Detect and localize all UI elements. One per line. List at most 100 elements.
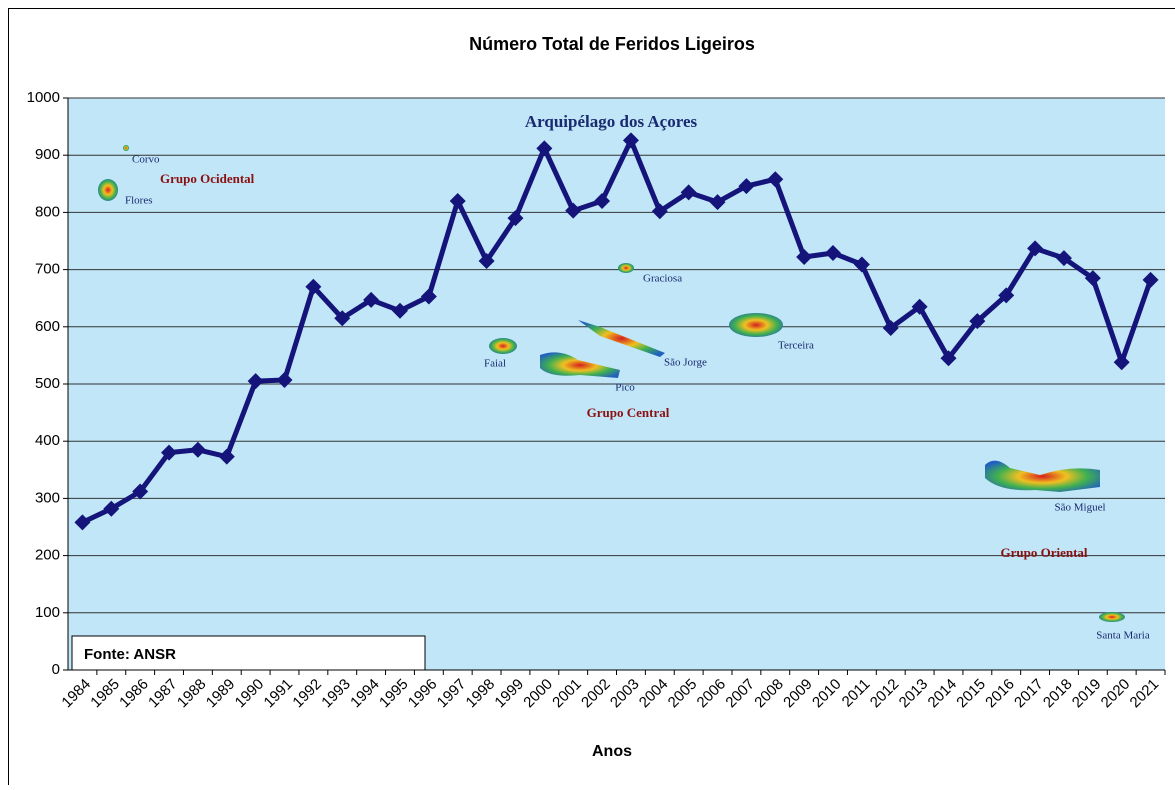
map-group: Grupo Ocidental [160,171,255,186]
y-tick-label: 600 [35,318,60,335]
x-tick-label: 2014 [925,676,961,712]
map-label: Faial [484,358,506,370]
marker [536,140,553,157]
source: Fonte: ANSR [84,646,176,663]
y-tick-label: 1000 [27,89,60,106]
x-tick-label: 2007 [722,676,758,712]
grid [68,97,1165,614]
x-tick-label: 2012 [867,676,903,712]
y-tick-label: 200 [35,547,60,564]
x-tick-label: 2000 [520,676,556,712]
map-group: Grupo Oriental [1000,545,1087,560]
y-tick-label: 500 [35,375,60,392]
x-tick-label: 1987 [145,676,181,712]
y-tick-label: 0 [52,661,60,678]
island [578,320,665,357]
x-tick-label: 1999 [491,676,527,712]
marker [565,202,582,219]
x-tick-label: 1989 [203,676,239,712]
x-tick-label: 2003 [607,676,643,712]
x-tick-label: 1996 [405,676,441,712]
x-tick-label: 1990 [232,676,268,712]
marker [825,245,842,262]
marker [247,373,264,390]
y-tick-label: 700 [35,261,60,278]
x-tick-label: 1991 [261,676,297,712]
x-tick-label: 2019 [1069,676,1105,712]
marker [305,278,322,295]
x-tick-label: 2015 [953,676,989,712]
marker [738,178,755,195]
x-tick-label: 1985 [87,676,123,712]
marker [1142,271,1159,288]
marker [651,203,668,220]
map-label: Flores [125,195,153,207]
marker [911,298,928,315]
marker [449,192,466,209]
x-tick-label: 1988 [174,676,210,712]
map-label: São Jorge [664,357,707,369]
map-label: Terceira [778,340,814,352]
island [540,352,620,378]
x-tick-label: 2004 [636,676,672,712]
island [489,338,517,354]
marker [161,444,178,461]
map-label: Graciosa [643,273,682,285]
marker [940,350,957,367]
marker [767,171,784,188]
marker [594,192,611,209]
x-tick-label: 1998 [463,676,499,712]
x-tick-label: 2020 [1098,676,1134,712]
marker [103,500,120,517]
island [985,460,1100,492]
marker [853,256,870,273]
x-tick-label: 1997 [434,676,470,712]
marker [276,371,293,388]
marker [132,483,149,500]
x-tick-label: 2017 [1011,676,1047,712]
marker [74,514,91,531]
x-axis-title: Anos [592,743,632,760]
map-label: Corvo [132,154,160,166]
x-tick-label: 1993 [318,676,354,712]
map: Arquipélago dos Açores Corvo Grupo Ocide… [98,112,1150,642]
map-label: São Miguel [1054,502,1105,514]
x-tick-label: 2011 [839,676,874,711]
y-tick-label: 800 [35,203,60,220]
chart-title: Número Total de Feridos Ligeiros [469,34,755,54]
marker [622,132,639,149]
marker [969,313,986,330]
marker [1027,240,1044,257]
marker [478,253,495,270]
marker [680,184,697,201]
x-tick-label: 1992 [289,676,325,712]
source-box [71,635,426,671]
x-tick-label: 2013 [896,676,932,712]
x-tick-label: 2002 [578,676,614,712]
marker [507,210,524,227]
y-tick-label: 400 [35,432,60,449]
marker [1055,250,1072,267]
x-tick-label: 2001 [549,676,585,712]
x-tick-label: 2008 [751,676,787,712]
map-label: Pico [615,382,635,394]
island [123,145,129,151]
x-tick-label: 2021 [1127,676,1163,712]
x-tick-label: 1986 [116,676,152,712]
x-tick-label: 1995 [376,676,412,712]
x-tick-label: 2006 [694,676,730,712]
x-tick-label: 1994 [347,676,383,712]
marker [709,194,726,211]
y-tick-label: 300 [35,489,60,506]
marker [189,441,206,458]
marker [218,448,235,465]
marker [391,302,408,319]
y-tick-label: 900 [35,146,60,163]
island [98,179,118,201]
map-title: Arquipélago dos Açores [525,112,698,131]
x-tick-label: 2005 [665,676,701,712]
marker [1113,354,1130,371]
x-tick-label: 1984 [58,676,94,712]
island [1099,612,1125,622]
